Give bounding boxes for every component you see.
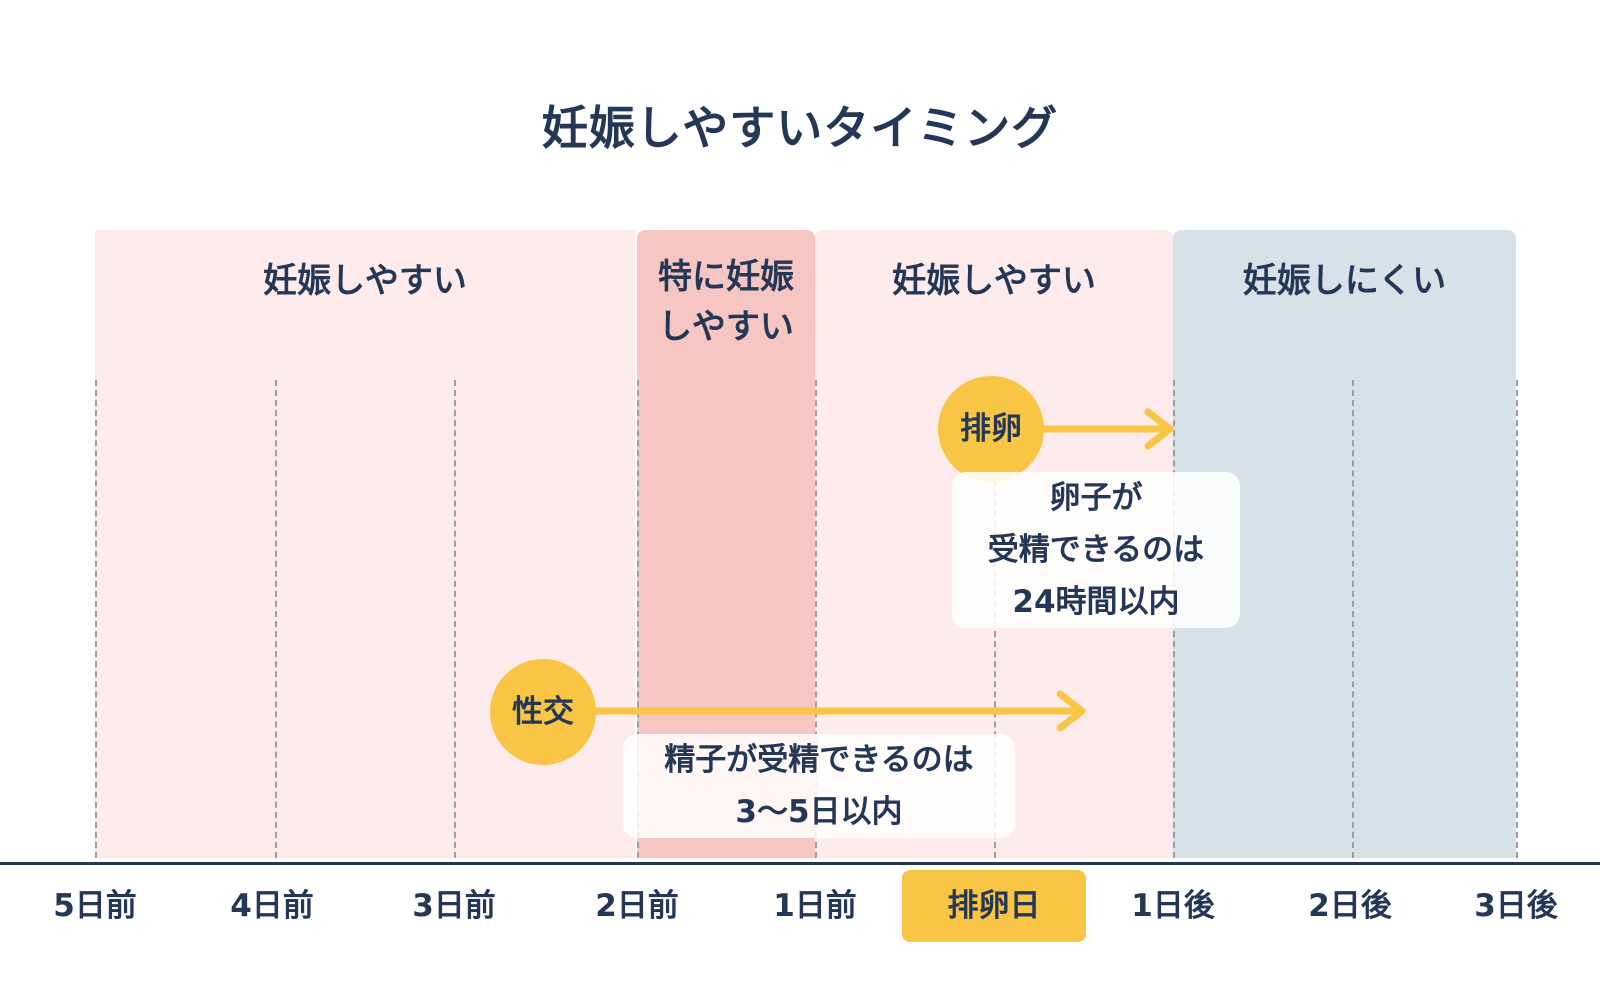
intercourse-arrow xyxy=(586,690,1086,732)
gridline-5-days-before xyxy=(95,380,97,858)
tick-3-days-after: 3日後 xyxy=(1474,888,1558,924)
tick-2-days-after: 2日後 xyxy=(1308,888,1392,924)
timeline-axis xyxy=(0,862,1600,865)
tick-5-days-before: 5日前 xyxy=(53,888,137,924)
ovulation-note: 卵子が 受精できるのは 24時間以内 xyxy=(952,472,1240,628)
tick-4-days-before: 4日前 xyxy=(230,888,314,924)
zone-label: 特に妊娠 しやすい xyxy=(658,257,794,347)
gridline-2-days-before xyxy=(637,380,639,858)
gridline-3-days-before xyxy=(454,380,456,858)
tick-1-day-before: 1日前 xyxy=(773,888,857,924)
diagram-title: 妊娠しやすいタイミング xyxy=(541,101,1059,155)
tick-2-days-before: 2日前 xyxy=(595,888,679,924)
tick-ovulation-day: 排卵日 xyxy=(902,870,1086,942)
gridline-4-days-before xyxy=(275,380,277,858)
tick-1-day-after: 1日後 xyxy=(1131,888,1215,924)
zone-label: 妊娠しやすい xyxy=(892,261,1096,301)
zone-label: 妊娠しにくい xyxy=(1242,261,1447,301)
ovulation-marker: 排卵 xyxy=(938,376,1044,482)
intercourse-note: 精子が受精できるのは 3〜5日以内 xyxy=(623,734,1015,838)
tick-3-days-before: 3日前 xyxy=(412,888,496,924)
ovulation-arrow xyxy=(1026,408,1174,450)
intercourse-marker: 性交 xyxy=(490,659,596,765)
gridline-2-days-after xyxy=(1352,380,1354,858)
gridline-1-day-before xyxy=(815,380,817,858)
gridline-3-days-after xyxy=(1516,380,1518,858)
zone-label: 妊娠しやすい xyxy=(263,261,467,301)
